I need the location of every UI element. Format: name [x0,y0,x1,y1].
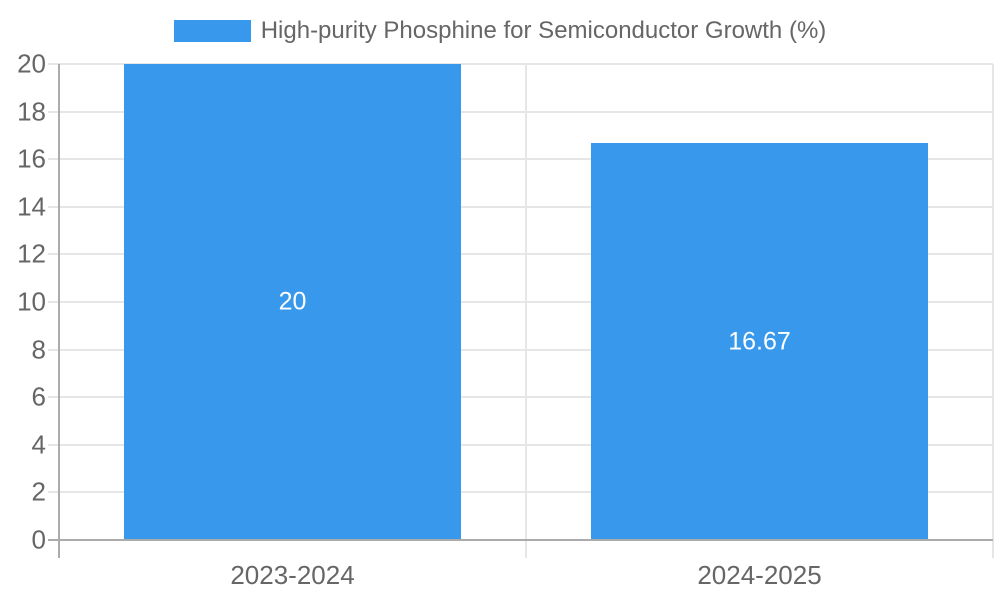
chart-legend[interactable]: High-purity Phosphine for Semiconductor … [0,17,1000,44]
gridline [48,110,993,113]
y-tick-label: 4 [31,429,46,460]
y-tick-label: 2 [31,476,46,507]
gridline [48,158,993,161]
y-tick-label: 20 [17,48,46,79]
y-tick-label: 14 [17,191,46,222]
legend-swatch [173,20,251,42]
bar-2023-2024[interactable]: 20 [124,64,461,540]
bar-2024-2025[interactable]: 16.67 [591,143,928,540]
gridline [48,491,993,494]
gridline [48,396,993,399]
y-tick-label: 18 [17,96,46,127]
bar-value-label: 20 [278,287,307,316]
bar-value-label: 16.67 [728,327,791,356]
y-tick-label: 8 [31,334,46,365]
y-tick-label: 10 [17,286,46,317]
x-tick-label: 2023-2024 [230,560,355,590]
x-tick-label: 2024-2025 [697,560,822,590]
category-gridline [525,64,527,558]
y-axis-line [58,64,60,558]
legend-label: High-purity Phosphine for Semiconductor … [260,17,827,44]
y-tick-label: 0 [31,524,46,555]
gridline [48,301,993,303]
category-gridline [992,64,994,558]
gridline [48,63,993,65]
gridline [48,205,993,208]
gridline [48,253,993,256]
y-tick-label: 12 [17,238,46,269]
x-axis-line [48,539,993,541]
y-tick-label: 16 [17,143,46,174]
gridline [48,443,993,446]
gridline [48,348,993,351]
y-tick-label: 6 [31,381,46,412]
